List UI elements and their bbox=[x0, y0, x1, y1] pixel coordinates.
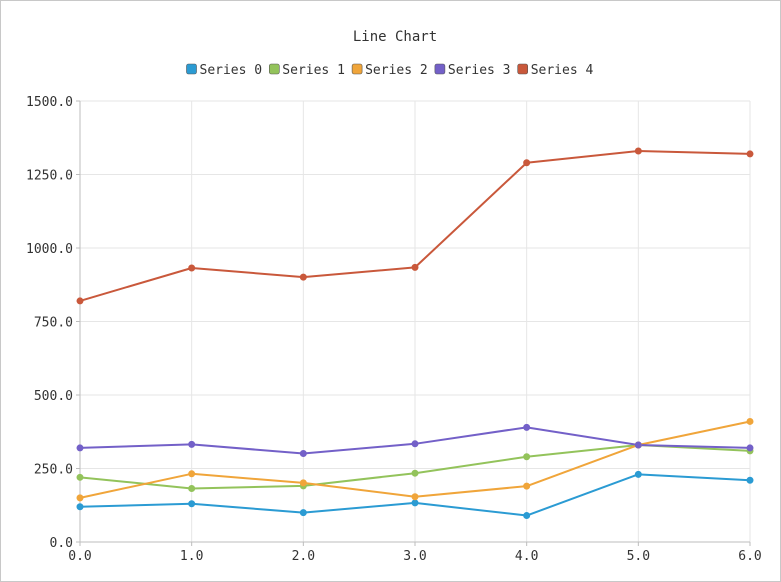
series-2-point[interactable] bbox=[746, 417, 754, 425]
legend-swatch bbox=[268, 63, 280, 75]
series-4-point[interactable] bbox=[299, 273, 307, 281]
series-0-point[interactable] bbox=[411, 499, 419, 507]
x-tick-label: 4.0 bbox=[515, 549, 538, 564]
series-2-point[interactable] bbox=[188, 470, 196, 478]
series-0-point[interactable] bbox=[188, 500, 196, 508]
series-4-point[interactable] bbox=[746, 150, 754, 158]
series-3-point[interactable] bbox=[299, 450, 307, 458]
series-4-point[interactable] bbox=[634, 147, 642, 155]
legend-item-2[interactable]: Series 2 bbox=[351, 63, 428, 78]
legend-item-4[interactable]: Series 4 bbox=[517, 63, 594, 78]
series-2-point[interactable] bbox=[411, 493, 419, 501]
series-1-point[interactable] bbox=[188, 484, 196, 492]
x-axis-ticks: 0.0 1.0 2.0 3.0 4.0 5.0 6.0 bbox=[68, 542, 762, 564]
x-tick-label: 2.0 bbox=[292, 549, 315, 564]
legend-label: Series 4 bbox=[531, 63, 594, 78]
x-tick-label: 6.0 bbox=[738, 549, 761, 564]
legend-swatch bbox=[517, 63, 529, 75]
legend-label: Series 2 bbox=[365, 63, 428, 78]
series-4-point[interactable] bbox=[411, 263, 419, 271]
series-points bbox=[76, 147, 754, 520]
x-tick-label: 3.0 bbox=[403, 549, 426, 564]
series-3-point[interactable] bbox=[746, 444, 754, 452]
series-3-point[interactable] bbox=[76, 444, 84, 452]
chart-legend: Series 0 Series 1 Series 2 Series 3 Series 4 bbox=[186, 63, 594, 78]
legend-swatch bbox=[351, 63, 363, 75]
series-0-point[interactable] bbox=[299, 509, 307, 517]
series-4-point[interactable] bbox=[76, 297, 84, 305]
x-tick-label: 5.0 bbox=[627, 549, 650, 564]
series-0-point[interactable] bbox=[523, 512, 531, 520]
legend-item-3[interactable]: Series 3 bbox=[434, 63, 511, 78]
series-2-point[interactable] bbox=[523, 482, 531, 490]
series-1-point[interactable] bbox=[523, 453, 531, 461]
series-0-point[interactable] bbox=[746, 476, 754, 484]
y-tick-label: 750.0 bbox=[34, 316, 73, 331]
legend-label: Series 0 bbox=[200, 63, 263, 78]
legend-label: Series 1 bbox=[282, 63, 345, 78]
series-4-point[interactable] bbox=[188, 264, 196, 272]
x-tick-label: 1.0 bbox=[180, 549, 203, 564]
series-3-point[interactable] bbox=[188, 440, 196, 448]
chart-title: Line Chart bbox=[353, 29, 437, 45]
y-tick-label: 1500.0 bbox=[26, 95, 73, 110]
x-tick-label: 0.0 bbox=[68, 549, 91, 564]
y-axis-ticks: 0.0 250.0 500.0 750.0 1000.0 1250.0 1500.0 bbox=[26, 95, 80, 551]
series-3-point[interactable] bbox=[411, 440, 419, 448]
legend-swatch bbox=[186, 63, 197, 75]
series-3-point[interactable] bbox=[634, 441, 642, 449]
legend-swatch bbox=[434, 63, 446, 75]
series-1-point[interactable] bbox=[76, 473, 84, 481]
legend-item-1[interactable]: Series 1 bbox=[268, 63, 345, 78]
series-3-point[interactable] bbox=[523, 423, 531, 431]
y-tick-label: 1250.0 bbox=[26, 169, 73, 184]
y-tick-label: 0.0 bbox=[50, 536, 73, 551]
series-4-point[interactable] bbox=[523, 159, 531, 167]
series-2-point[interactable] bbox=[299, 479, 307, 487]
y-tick-label: 1000.0 bbox=[26, 242, 73, 257]
y-tick-label: 250.0 bbox=[34, 463, 73, 478]
y-tick-label: 500.0 bbox=[34, 389, 73, 404]
series-0-point[interactable] bbox=[634, 470, 642, 478]
legend-label: Series 3 bbox=[448, 63, 511, 78]
series-2-point[interactable] bbox=[76, 494, 84, 502]
legend-item-0[interactable]: Series 0 bbox=[186, 63, 263, 78]
series-0-point[interactable] bbox=[76, 503, 84, 511]
series-1-point[interactable] bbox=[411, 469, 419, 477]
